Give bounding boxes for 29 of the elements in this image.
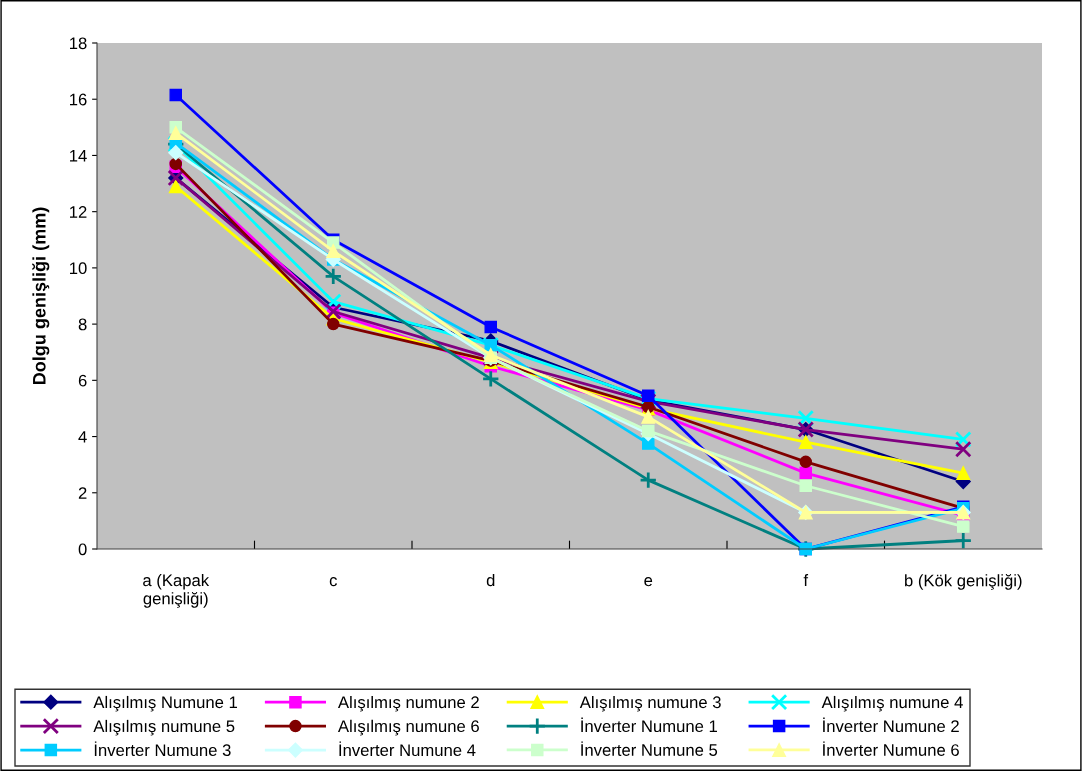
x-tick-label: f (803, 574, 809, 587)
legend-label: Alışılmış numune 3 (579, 695, 721, 712)
y-tick-label: 14 (70, 150, 87, 162)
x-tick-label: a (Kapak genişliği) (143, 574, 210, 608)
legend-label: Alışılmış numune 4 (821, 695, 963, 712)
legend-label: İnverter Numune 6 (823, 741, 959, 756)
x-tick-label: c (329, 577, 337, 587)
y-tick-label: 18 (70, 37, 87, 50)
y-tick-label: 2 (78, 487, 87, 499)
legend-label: İnverter Numune 3 (94, 741, 231, 757)
legend-label: İnverter Numune 1 (581, 717, 717, 733)
legend-label: İnverter Numune 5 (581, 741, 718, 756)
legend-label: İnverter Numune 2 (823, 717, 959, 733)
x-tick-label: d (486, 574, 495, 587)
y-tick-label: 10 (70, 262, 87, 275)
y-tick-label: 16 (70, 93, 87, 106)
legend-label: Alışılmış numune 6 (337, 719, 479, 736)
y-axis-title: Dolgu genişliği (mm) (32, 207, 50, 385)
x-tick-label: b (Kök genişliği) (905, 574, 1022, 590)
y-tick-label: 4 (78, 431, 87, 443)
y-tick-label: 0 (78, 543, 87, 556)
y-tick-label: 8 (78, 318, 87, 331)
legend-label: İnverter Numune 4 (339, 741, 476, 757)
legend-label: Alışılmış Numune 1 (93, 695, 238, 712)
x-tick-label: e (644, 577, 653, 587)
y-tick-label: 6 (78, 374, 87, 387)
y-tick-label: 12 (70, 206, 87, 218)
legend-label: Alışılmış numune 2 (337, 695, 479, 712)
legend-label: Alışılmış numune 5 (93, 719, 235, 736)
